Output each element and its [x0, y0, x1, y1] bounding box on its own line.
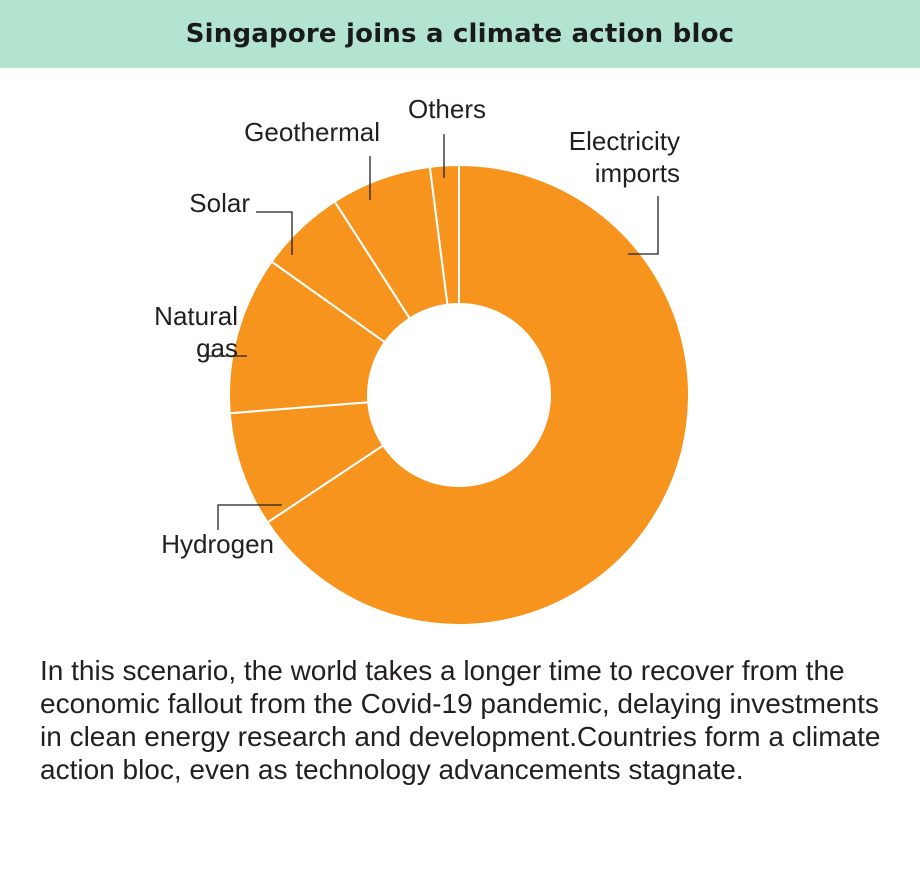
slice-label-natural-gas: Natural gas [154, 301, 238, 363]
donut-chart: Electricity imports Hydrogen Natural gas Sola… [154, 94, 690, 626]
leader-line-electricity-imports [628, 196, 659, 255]
donut-slice-electricity-imports [266, 163, 690, 626]
title-banner: Singapore joins a climate action bloc [0, 0, 920, 68]
slice-label-hydrogen: Hydrogen [161, 529, 274, 559]
leader-line-hydrogen [217, 504, 282, 530]
slice-label-electricity-imports: Electricity imports [569, 126, 680, 188]
slice-label-solar: Solar [189, 188, 250, 218]
chart-title: Singapore joins a climate action bloc [185, 19, 735, 49]
leader-line-solar [256, 211, 293, 255]
slice-label-geothermal: Geothermal [244, 117, 380, 147]
slice-label-others: Others [408, 94, 486, 124]
donut-slice-others [428, 163, 460, 306]
donut-slice-natural-gas [228, 260, 387, 415]
scenario-description: In this scenario, the world takes a long… [40, 655, 881, 785]
